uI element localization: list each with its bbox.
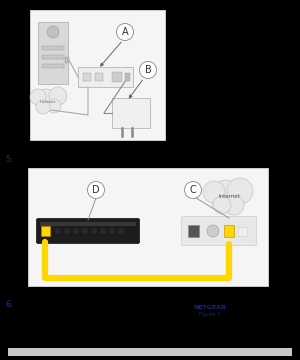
Circle shape xyxy=(227,178,253,204)
FancyBboxPatch shape xyxy=(42,46,64,50)
Circle shape xyxy=(36,100,50,114)
FancyBboxPatch shape xyxy=(112,72,122,82)
FancyBboxPatch shape xyxy=(78,67,133,87)
Text: D: D xyxy=(92,185,100,195)
FancyBboxPatch shape xyxy=(83,73,91,81)
Circle shape xyxy=(74,229,79,234)
FancyBboxPatch shape xyxy=(182,216,256,246)
FancyBboxPatch shape xyxy=(37,219,140,243)
Circle shape xyxy=(64,229,70,234)
Circle shape xyxy=(88,181,104,198)
Text: Internet: Internet xyxy=(40,100,56,104)
Text: C: C xyxy=(190,185,196,195)
FancyBboxPatch shape xyxy=(8,348,292,356)
Text: Figure 7: Figure 7 xyxy=(200,312,220,317)
Circle shape xyxy=(82,229,88,234)
FancyBboxPatch shape xyxy=(224,225,234,237)
Circle shape xyxy=(47,26,59,38)
Circle shape xyxy=(118,229,124,234)
Text: Internet: Internet xyxy=(218,194,240,199)
FancyBboxPatch shape xyxy=(65,57,69,63)
Text: NETGEAR: NETGEAR xyxy=(194,305,226,310)
Circle shape xyxy=(56,229,61,234)
Circle shape xyxy=(203,181,225,203)
Circle shape xyxy=(224,195,244,215)
Circle shape xyxy=(116,23,134,40)
Text: 5.: 5. xyxy=(5,155,13,164)
Circle shape xyxy=(140,62,157,78)
FancyBboxPatch shape xyxy=(38,22,68,84)
FancyBboxPatch shape xyxy=(30,10,165,140)
FancyBboxPatch shape xyxy=(40,222,136,226)
Circle shape xyxy=(184,181,202,198)
FancyBboxPatch shape xyxy=(125,73,130,81)
FancyBboxPatch shape xyxy=(95,73,103,81)
Circle shape xyxy=(207,225,219,237)
FancyBboxPatch shape xyxy=(188,225,199,237)
Circle shape xyxy=(213,196,231,214)
Text: B: B xyxy=(145,65,152,75)
Circle shape xyxy=(92,229,97,234)
FancyBboxPatch shape xyxy=(42,55,64,59)
FancyBboxPatch shape xyxy=(28,168,268,286)
Text: A: A xyxy=(122,27,128,37)
Circle shape xyxy=(47,99,61,113)
Text: 6.: 6. xyxy=(5,300,13,309)
Circle shape xyxy=(210,180,242,212)
FancyBboxPatch shape xyxy=(238,227,247,236)
Circle shape xyxy=(110,229,115,234)
FancyBboxPatch shape xyxy=(41,226,50,236)
Circle shape xyxy=(30,89,46,105)
Circle shape xyxy=(49,87,67,105)
Circle shape xyxy=(100,229,106,234)
FancyBboxPatch shape xyxy=(112,98,150,128)
FancyBboxPatch shape xyxy=(42,64,64,68)
Circle shape xyxy=(35,89,57,111)
